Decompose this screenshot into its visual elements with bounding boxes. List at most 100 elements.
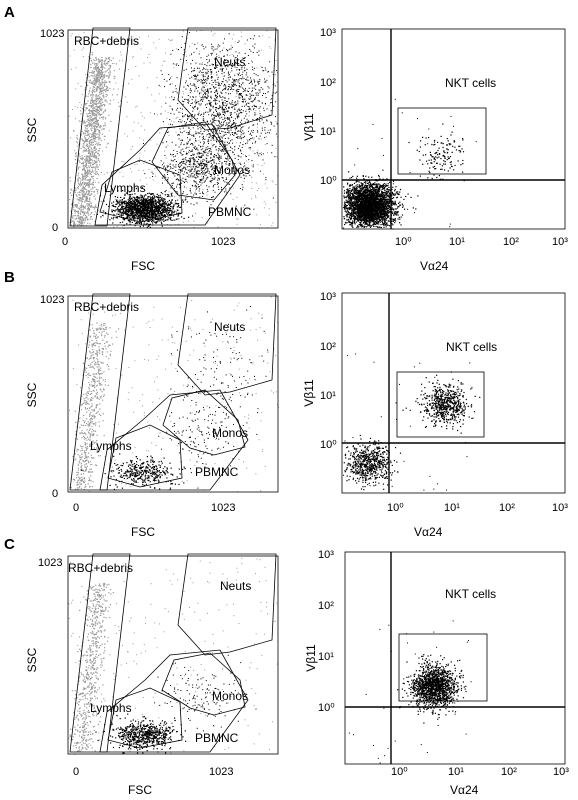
- event-dot: [91, 91, 93, 93]
- event-dot: [213, 135, 214, 137]
- event-dot: [91, 155, 93, 158]
- event-dot: [122, 225, 124, 227]
- event-dot: [137, 208, 139, 210]
- event-dot: [96, 108, 98, 110]
- event-dot: [225, 87, 227, 89]
- event-dot: [218, 120, 220, 122]
- event-dot: [117, 210, 119, 212]
- event-dot: [252, 45, 254, 47]
- event-dot: [76, 204, 78, 207]
- event-dot: [193, 171, 195, 173]
- event-dot: [219, 96, 221, 98]
- event-dot: [90, 122, 92, 124]
- event-dot: [179, 152, 181, 153]
- event-dot: [76, 195, 78, 197]
- event-dot: [201, 87, 203, 89]
- event-dot: [187, 142, 189, 144]
- event-dot: [187, 153, 189, 155]
- event-dot: [95, 83, 97, 85]
- event-dot: [143, 197, 145, 199]
- event-dot: [236, 213, 238, 215]
- event-dot: [162, 121, 164, 123]
- event-dot: [87, 119, 89, 121]
- event-dot: [167, 217, 169, 219]
- event-dot: [246, 118, 248, 120]
- event-dot: [159, 132, 161, 134]
- event-dot: [169, 79, 170, 81]
- event-dot: [92, 81, 94, 83]
- event-dot: [271, 95, 273, 97]
- event-dot: [100, 66, 103, 68]
- event-dot: [252, 52, 254, 53]
- event-dot: [235, 205, 237, 207]
- event-dot: [87, 84, 89, 87]
- event-dot: [258, 119, 260, 121]
- event-dot: [137, 200, 139, 202]
- event-dot: [118, 215, 121, 217]
- event-dot: [251, 91, 253, 93]
- event-dot: [86, 160, 88, 162]
- event-dot: [211, 77, 213, 79]
- event-dot: [222, 103, 223, 105]
- event-dot: [193, 174, 195, 176]
- event-dot: [237, 114, 239, 116]
- event-dot: [177, 192, 179, 194]
- event-dot: [89, 201, 91, 203]
- event-dot: [206, 55, 208, 57]
- event-dot: [94, 122, 96, 124]
- event-dot: [94, 62, 96, 64]
- event-dot: [228, 107, 229, 109]
- event-dot: [181, 140, 183, 142]
- event-dot: [146, 208, 149, 210]
- event-dot: [232, 151, 234, 153]
- event-dot: [182, 91, 184, 92]
- event-dot: [221, 83, 223, 85]
- event-dot: [228, 64, 230, 66]
- event-dot: [228, 93, 229, 95]
- event-dot: [263, 122, 265, 124]
- event-dot: [95, 133, 97, 135]
- event-dot: [86, 140, 88, 142]
- event-dot: [230, 112, 232, 114]
- event-dot: [123, 197, 125, 199]
- event-dot: [233, 166, 235, 168]
- event-dot: [80, 162, 82, 164]
- event-dot: [161, 199, 163, 202]
- event-dot: [76, 198, 78, 200]
- event-dot: [70, 219, 72, 221]
- event-dot: [100, 73, 102, 75]
- event-dot: [113, 63, 115, 65]
- event-dot: [207, 140, 209, 142]
- event-dot: [162, 205, 164, 208]
- event-dot: [250, 50, 252, 52]
- event-dot: [275, 147, 277, 149]
- event-dot: [169, 97, 170, 99]
- event-dot: [82, 140, 84, 142]
- event-dot: [182, 168, 183, 170]
- event-dot: [122, 201, 124, 204]
- event-dot: [223, 78, 224, 80]
- event-dot: [224, 138, 226, 139]
- event-dot: [121, 212, 123, 214]
- event-dot: [222, 124, 224, 126]
- event-dot: [106, 75, 108, 77]
- event-dot: [196, 165, 198, 167]
- event-dot: [125, 200, 127, 202]
- event-dot: [212, 34, 214, 36]
- event-dot: [119, 201, 121, 203]
- event-dot: [88, 209, 90, 211]
- event-dot: [229, 103, 231, 105]
- event-dot: [175, 155, 176, 157]
- event-dot: [270, 47, 272, 49]
- event-dot: [231, 124, 233, 126]
- event-dot: [189, 188, 191, 190]
- event-dot: [240, 156, 242, 158]
- event-dot: [90, 155, 92, 157]
- event-dot: [205, 68, 207, 70]
- event-dot: [135, 211, 137, 213]
- event-dot: [106, 89, 109, 92]
- event-dot: [107, 63, 109, 65]
- event-dot: [213, 125, 215, 127]
- event-dot: [209, 100, 211, 102]
- event-dot: [177, 203, 180, 205]
